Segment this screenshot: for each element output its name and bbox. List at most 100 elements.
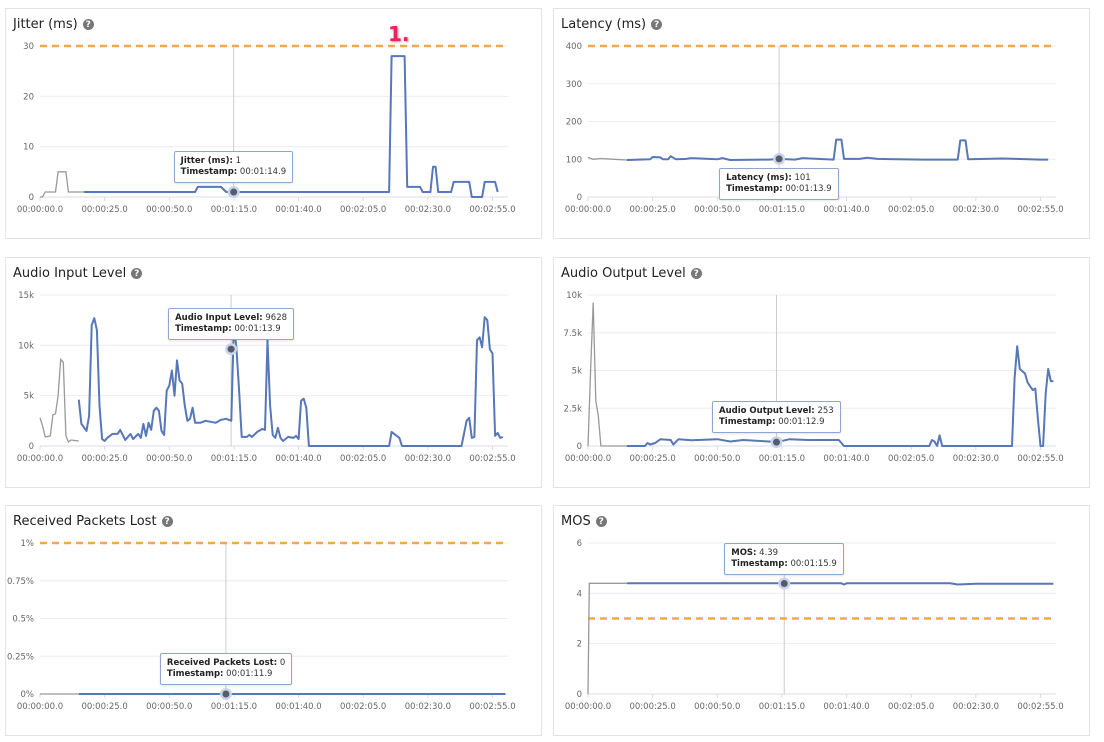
- x-tick-label: 00:00:50.0: [146, 454, 192, 464]
- x-tick-label: 00:02:55.0: [469, 702, 515, 712]
- jitter-panel: Jitter (ms)? 0 10 20 30 00:00:00.0 00:00:25.0 0…: [5, 8, 542, 239]
- y-tick-label: 0: [29, 193, 34, 203]
- tooltip-ts-label: Timestamp:: [166, 669, 224, 679]
- y-tick-label: 0.5%: [12, 615, 34, 625]
- x-tick-label: 00:01:40.0: [275, 205, 321, 215]
- panel-title: MOS?: [561, 514, 607, 529]
- x-tick-label: 00:00:50.0: [694, 702, 740, 712]
- tooltip-value: 101: [794, 172, 811, 183]
- x-tick-label: 00:01:15.0: [759, 454, 805, 464]
- y-tick-label: 0: [577, 193, 582, 203]
- panel-title-text: Jitter (ms): [13, 17, 78, 32]
- y-tick-label: 0.25%: [7, 652, 34, 662]
- x-tick-label: 00:02:55.0: [1017, 205, 1063, 215]
- x-tick-label: 00:01:40.0: [823, 702, 869, 712]
- x-tick-label: 00:02:30.0: [953, 205, 999, 215]
- y-tick-label: 200: [566, 118, 582, 128]
- audio-output-panel: Audio Output Level? 0 2.5k 5k 7.5k 10k 00:00:0…: [553, 257, 1090, 488]
- y-tick-label: 0: [29, 442, 34, 452]
- y-tick-label: 0: [577, 442, 582, 452]
- audio-input-panel: Audio Input Level? 0 5k 10k 15k 00:00:00.0 00:…: [5, 257, 542, 488]
- tooltip-timestamp: 00:01:11.9: [226, 669, 273, 679]
- y-tick-label: 2.5k: [564, 404, 583, 414]
- tooltip-timestamp: 00:01:15.9: [790, 558, 837, 569]
- panel-title-text: Audio Input Level: [13, 266, 127, 281]
- x-tick-label: 00:01:15.0: [211, 702, 257, 712]
- tooltip-label: Jitter (ms):: [180, 155, 233, 166]
- x-tick-label: 00:00:50.0: [694, 454, 740, 464]
- x-tick-label: 00:01:15.0: [759, 205, 805, 215]
- hover-marker[interactable]: [775, 155, 783, 163]
- panel-title: Jitter (ms)?: [13, 17, 94, 32]
- tooltip-label: MOS:: [731, 547, 757, 558]
- tooltip-value: 253: [817, 406, 834, 417]
- help-icon[interactable]: ?: [131, 268, 143, 279]
- y-tick-label: 0: [577, 690, 582, 700]
- tooltip: Audio Output Level: 253 Timestamp: 00:01:…: [711, 401, 841, 434]
- audio-input-chart: 0 5k 10k 15k 00:00:00.0 00:00:25.0 00:00:50.0 0…: [17, 291, 516, 464]
- x-tick-label: 00:00:00.0: [17, 205, 63, 215]
- latency-chart: 0 100 200 300 400 00:00:00.0 00:00:25.0 00:00:5…: [565, 42, 1064, 215]
- panel-title: Audio Output Level?: [561, 266, 702, 281]
- y-tick-label: 100: [566, 155, 582, 165]
- tooltip-timestamp: 00:01:14.9: [239, 166, 287, 177]
- y-tick-label: 0%: [21, 690, 35, 700]
- jitter-chart: 0 10 20 30 00:00:00.0 00:00:25.0 00:00:50.0 00:…: [17, 42, 516, 215]
- panel-title-text: Received Packets Lost: [13, 514, 157, 529]
- x-tick-label: 00:01:15.0: [211, 454, 257, 464]
- hover-marker[interactable]: [772, 438, 780, 446]
- mos-chart: 0 2 4 6 00:00:00.0 00:00:25.0 00:00:50.0 00:01:…: [565, 539, 1064, 712]
- y-tick-label: 15k: [18, 291, 34, 301]
- y-tick-label: 5k: [24, 392, 34, 402]
- help-icon[interactable]: ?: [82, 19, 94, 30]
- series-line: [626, 345, 1054, 447]
- y-tick-label: 7.5k: [564, 329, 583, 339]
- pre-series-line: [587, 302, 627, 447]
- panel-title: Latency (ms)?: [561, 17, 663, 32]
- y-tick-label: 10k: [18, 341, 34, 351]
- hover-marker[interactable]: [227, 345, 235, 353]
- x-tick-label: 00:01:40.0: [823, 205, 869, 215]
- panel-title-text: Latency (ms): [561, 17, 647, 32]
- hover-marker[interactable]: [230, 188, 238, 196]
- latency-panel: Latency (ms)? 0 100 200 300 400 00:00:00.0 00:0…: [553, 8, 1090, 239]
- x-tick-label: 00:00:50.0: [694, 205, 740, 215]
- y-tick-label: 30: [23, 42, 34, 52]
- tooltip-label: Audio Output Level:: [718, 406, 815, 417]
- x-tick-label: 00:00:00.0: [17, 454, 63, 464]
- tooltip-ts-label: Timestamp:: [726, 183, 783, 194]
- x-tick-label: 00:02:05.0: [340, 205, 386, 215]
- y-tick-label: 400: [566, 42, 582, 52]
- mos-panel: MOS? 0 2 4 6 00:00:00.0 00:00:25.0 00:00:50.0 00…: [553, 505, 1090, 736]
- pre-series-line: [40, 171, 84, 198]
- y-tick-label: 5k: [572, 367, 582, 377]
- help-icon[interactable]: ?: [690, 268, 702, 279]
- help-icon[interactable]: ?: [161, 516, 173, 527]
- tooltip-timestamp: 00:01:12.9: [778, 417, 825, 428]
- x-tick-label: 00:02:30.0: [953, 454, 999, 464]
- help-icon[interactable]: ?: [595, 516, 607, 527]
- y-tick-label: 10k: [566, 291, 582, 301]
- tooltip: Latency (ms): 101 Timestamp: 00:01:13.9: [719, 167, 839, 200]
- help-icon[interactable]: ?: [651, 19, 663, 30]
- y-tick-label: 1%: [21, 539, 35, 549]
- x-tick-label: 00:00:25.0: [81, 205, 127, 215]
- tooltip-label: Audio Input Level:: [175, 313, 263, 324]
- tooltip-label: Received Packets Lost:: [166, 658, 278, 668]
- tooltip-label: Latency (ms):: [726, 172, 792, 183]
- y-tick-label: 20: [23, 92, 34, 102]
- x-tick-label: 00:02:55.0: [469, 205, 515, 215]
- tooltip: Audio Input Level: 9628 Timestamp: 00:01:…: [168, 308, 295, 341]
- x-tick-label: 00:02:55.0: [1017, 702, 1063, 712]
- x-tick-label: 00:00:25.0: [629, 454, 675, 464]
- tooltip: MOS: 4.39 Timestamp: 00:01:15.9: [724, 542, 844, 575]
- audio-output-chart: 0 2.5k 5k 7.5k 10k 00:00:00.0 00:00:25.0 00:00:…: [564, 291, 1064, 464]
- annotation-marker: 1.: [388, 22, 410, 46]
- x-tick-label: 00:00:25.0: [81, 702, 127, 712]
- tooltip-value: 1: [235, 155, 241, 166]
- tooltip-value: 4.39: [759, 547, 779, 558]
- x-tick-label: 00:01:40.0: [823, 454, 869, 464]
- hover-marker[interactable]: [222, 690, 230, 698]
- x-tick-label: 00:02:05.0: [888, 205, 934, 215]
- hover-marker[interactable]: [780, 580, 788, 588]
